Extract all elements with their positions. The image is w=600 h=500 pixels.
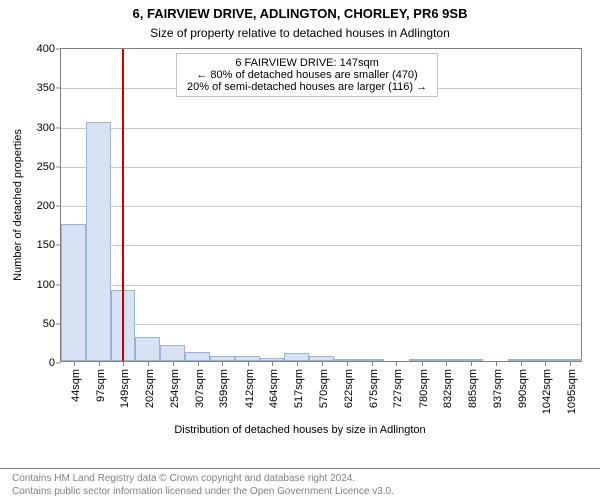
attribution-footer: Contains HM Land Registry data © Crown c…	[0, 468, 600, 500]
legend-box: 6 FAIRVIEW DRIVE: 147sqm← 80% of detache…	[176, 53, 438, 97]
y-tick-label: 0	[49, 357, 55, 369]
y-tick-mark	[56, 88, 61, 89]
y-tick-label: 400	[37, 43, 55, 55]
y-tick-mark	[56, 127, 61, 128]
histogram-bar	[284, 353, 309, 361]
x-tick-mark	[471, 361, 472, 366]
x-tick-label: 1042sqm	[541, 369, 553, 414]
footer-line1: Contains HM Land Registry data © Crown c…	[12, 473, 588, 486]
y-gridline	[61, 245, 581, 246]
x-tick-label: 675sqm	[368, 369, 380, 408]
legend-line2: ← 80% of detached houses are smaller (47…	[187, 69, 427, 81]
x-tick-label: 727sqm	[392, 369, 404, 408]
x-tick-label: 990sqm	[517, 369, 529, 408]
x-tick-label: 517sqm	[293, 369, 305, 408]
x-tick-label: 885sqm	[467, 369, 479, 408]
x-tick-mark	[74, 361, 75, 366]
y-tick-label: 100	[37, 279, 55, 291]
legend-line3: 20% of semi-detached houses are larger (…	[187, 81, 427, 93]
legend-line1: 6 FAIRVIEW DRIVE: 147sqm	[187, 57, 427, 69]
x-tick-mark	[248, 361, 249, 366]
chart-plot-area: 05010015020025030035040044sqm97sqm149sqm…	[60, 48, 582, 362]
x-tick-mark	[297, 361, 298, 366]
x-tick-mark	[347, 361, 348, 366]
y-tick-mark	[56, 206, 61, 207]
histogram-bar	[135, 337, 160, 361]
y-tick-mark	[56, 363, 61, 364]
x-tick-label: 359sqm	[218, 369, 230, 408]
y-gridline	[61, 128, 581, 129]
x-tick-label: 97sqm	[95, 369, 107, 402]
x-tick-mark	[422, 361, 423, 366]
histogram-bar	[160, 345, 185, 361]
x-tick-label: 464sqm	[268, 369, 280, 408]
y-tick-label: 50	[43, 318, 55, 330]
x-tick-label: 202sqm	[144, 369, 156, 408]
x-tick-mark	[322, 361, 323, 366]
x-tick-label: 307sqm	[194, 369, 206, 408]
x-tick-mark	[570, 361, 571, 366]
x-tick-mark	[272, 361, 273, 366]
x-tick-mark	[496, 361, 497, 366]
x-tick-mark	[173, 361, 174, 366]
y-axis-label: Number of detached properties	[12, 129, 24, 281]
x-tick-label: 570sqm	[318, 369, 330, 408]
x-tick-mark	[222, 361, 223, 366]
x-tick-mark	[545, 361, 546, 366]
x-tick-label: 412sqm	[244, 369, 256, 408]
x-tick-label: 1095sqm	[566, 369, 578, 414]
histogram-bar	[61, 224, 86, 361]
y-tick-label: 350	[37, 82, 55, 94]
y-gridline	[61, 285, 581, 286]
property-reference-line	[122, 49, 124, 361]
chart-title-address: 6, FAIRVIEW DRIVE, ADLINGTON, CHORLEY, P…	[0, 6, 600, 21]
y-tick-label: 200	[37, 200, 55, 212]
x-tick-label: 254sqm	[169, 369, 181, 408]
histogram-bar	[86, 122, 111, 361]
x-tick-label: 832sqm	[442, 369, 454, 408]
x-tick-mark	[99, 361, 100, 366]
x-tick-mark	[123, 361, 124, 366]
x-tick-label: 622sqm	[343, 369, 355, 408]
y-tick-label: 250	[37, 161, 55, 173]
y-tick-label: 300	[37, 122, 55, 134]
y-tick-mark	[56, 166, 61, 167]
y-gridline	[61, 167, 581, 168]
histogram-bar	[185, 352, 210, 361]
x-tick-mark	[372, 361, 373, 366]
x-tick-label: 149sqm	[119, 369, 131, 408]
x-tick-mark	[446, 361, 447, 366]
x-tick-mark	[396, 361, 397, 366]
y-gridline	[61, 324, 581, 325]
x-tick-label: 937sqm	[492, 369, 504, 408]
y-tick-label: 150	[37, 239, 55, 251]
chart-title-subtitle: Size of property relative to detached ho…	[0, 26, 600, 40]
x-axis-label: Distribution of detached houses by size …	[0, 424, 600, 436]
y-gridline	[61, 206, 581, 207]
y-tick-mark	[56, 49, 61, 50]
x-tick-label: 44sqm	[70, 369, 82, 402]
x-tick-mark	[521, 361, 522, 366]
footer-line2: Contains public sector information licen…	[12, 486, 588, 499]
x-tick-mark	[148, 361, 149, 366]
x-tick-mark	[198, 361, 199, 366]
x-tick-label: 780sqm	[418, 369, 430, 408]
